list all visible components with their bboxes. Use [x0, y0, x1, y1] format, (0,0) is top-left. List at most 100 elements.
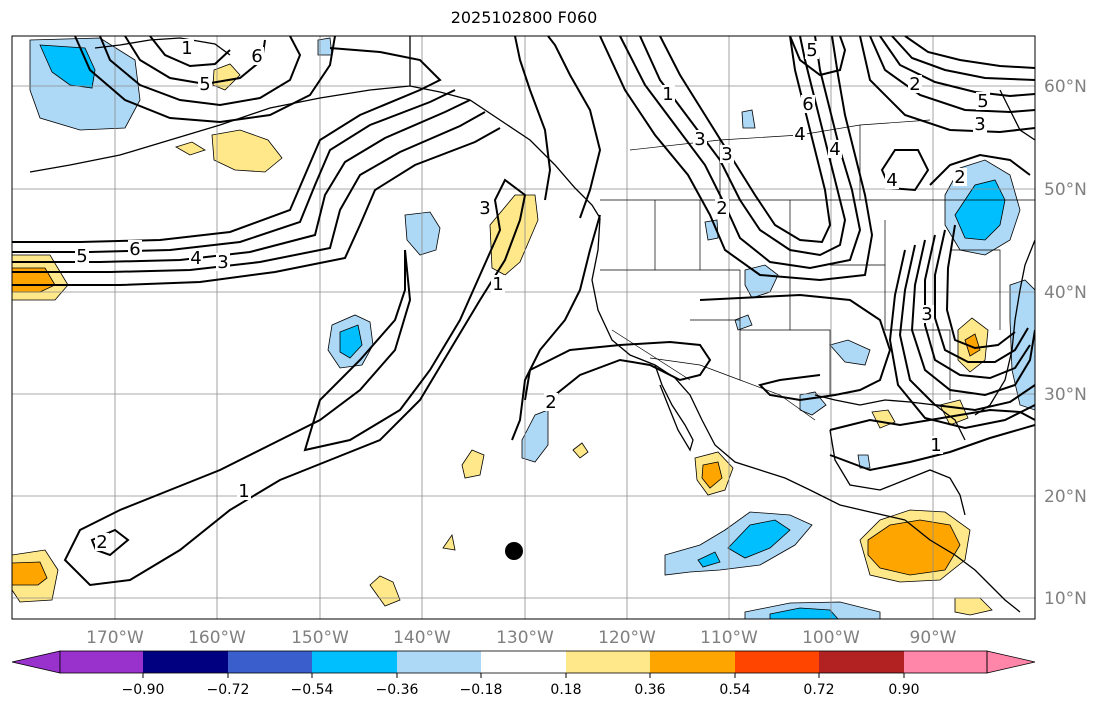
contour-label-background	[920, 305, 934, 323]
contour-label: 4	[886, 170, 897, 191]
contour-label-background	[976, 92, 990, 110]
colorbar-label: 0.54	[719, 682, 750, 698]
contour-label: 4	[829, 139, 840, 160]
colorbar-segment	[819, 651, 904, 673]
contours	[12, 36, 1035, 587]
colorbar-label: −0.72	[207, 682, 250, 698]
contour-label-background	[250, 47, 264, 65]
colorbar-segment	[481, 651, 566, 673]
contour-label: 1	[930, 435, 941, 456]
contour-label: 4	[794, 124, 805, 145]
contour-label-background	[216, 253, 230, 271]
contour-label: 3	[217, 252, 228, 273]
latitude-label: 40°N	[1044, 283, 1087, 303]
colorbar-segment	[228, 651, 312, 673]
contour-label-background	[198, 75, 212, 93]
longitude-label: 150°W	[291, 628, 349, 648]
colorbar-label: −0.90	[122, 682, 165, 698]
colorbar-label: 0.90	[888, 682, 919, 698]
contour-label-background	[801, 95, 815, 113]
contour-label: 6	[129, 239, 140, 260]
contour-label-background	[908, 75, 922, 93]
colorbar: −0.90 −0.72 −0.54 −0.36 −0.18 0.18 0.36 0.54 0.7…	[11, 650, 1036, 698]
contour-label-background	[693, 130, 707, 148]
contour-label: 2	[545, 392, 556, 413]
contour-label: 1	[662, 84, 673, 105]
longitude-label: 90°W	[910, 628, 957, 648]
colorbar-label: 0.72	[803, 682, 834, 698]
longitude-label: 170°W	[86, 628, 144, 648]
contour-label: 5	[977, 91, 988, 112]
contour-label: 4	[190, 248, 201, 269]
contour-label: 6	[251, 46, 262, 67]
colorbar-extend-low	[11, 650, 61, 674]
latitude-label: 60°N	[1044, 77, 1087, 97]
latitude-label: 30°N	[1044, 385, 1087, 405]
contour-label: 1	[181, 38, 192, 59]
contour-label-background	[973, 115, 987, 133]
colorbar-label: −0.36	[376, 682, 419, 698]
contour-label-background	[237, 482, 251, 500]
colorbar-segment	[650, 651, 735, 673]
shaded-field	[12, 37, 1035, 619]
colorbar-segment	[143, 651, 228, 673]
contour-label: 3	[479, 198, 490, 219]
contour-label-background	[715, 199, 729, 217]
colorbar-segment	[566, 651, 650, 673]
contour-label-background	[491, 275, 505, 293]
longitude-label: 160°W	[188, 628, 246, 648]
contour-label-background	[793, 125, 807, 143]
colorbar-extend-high	[986, 650, 1036, 674]
contour-label-background	[828, 140, 842, 158]
colorbar-segment	[60, 651, 143, 673]
contour-label: 3	[721, 144, 732, 165]
contour-label-background	[885, 171, 899, 189]
contour-label-background	[75, 247, 89, 265]
contour-label: 1	[238, 481, 249, 502]
colorbar-label: −0.54	[291, 682, 334, 698]
contour-label: 5	[806, 40, 817, 61]
contour-label-background	[128, 240, 142, 258]
longitude-label: 120°W	[598, 628, 656, 648]
longitude-labels: 170°W 160°W 150°W 140°W 130°W 120°W 110°W 100°W…	[86, 628, 957, 648]
contour-label-background	[478, 199, 492, 217]
contour-label-background	[953, 168, 967, 186]
latitude-label: 50°N	[1044, 180, 1087, 200]
map-frame	[11, 35, 1036, 620]
colorbar-segment	[735, 651, 819, 673]
location-marker	[505, 542, 523, 560]
colorbar-segment	[904, 651, 987, 673]
longitude-label: 100°W	[802, 628, 860, 648]
contour-label-background	[189, 249, 203, 267]
colorbar-label: 0.18	[550, 682, 581, 698]
colorbar-segment	[397, 651, 481, 673]
colorbar-segment	[312, 651, 397, 673]
map-title: 2025102800 F060	[450, 8, 598, 27]
contour-label-background	[929, 436, 943, 454]
contour-label: 6	[802, 94, 813, 115]
contour-label-background	[720, 145, 734, 163]
contour-label: 2	[909, 74, 920, 95]
longitude-label: 110°W	[700, 628, 758, 648]
contour-label: 3	[694, 129, 705, 150]
contour-label: 5	[199, 74, 210, 95]
longitude-label: 130°W	[496, 628, 554, 648]
contour-label-background	[180, 39, 194, 57]
latitude-label: 10°N	[1044, 589, 1087, 609]
contour-label: 2	[954, 167, 965, 188]
coastlines	[29, 36, 1035, 613]
contour-label: 3	[921, 304, 932, 325]
latitude-label: 20°N	[1044, 487, 1087, 507]
contour-label-background	[661, 85, 675, 103]
contour-label-background	[95, 533, 109, 551]
contour-label: 5	[76, 246, 87, 267]
latitude-labels: 60°N 50°N 40°N 30°N 20°N 10°N	[1044, 77, 1087, 609]
colorbar-label: −0.18	[460, 682, 503, 698]
contour-label: 2	[96, 532, 107, 553]
contour-label-background	[805, 41, 819, 59]
contour-label: 1	[492, 274, 503, 295]
contour-label: 3	[974, 114, 985, 135]
